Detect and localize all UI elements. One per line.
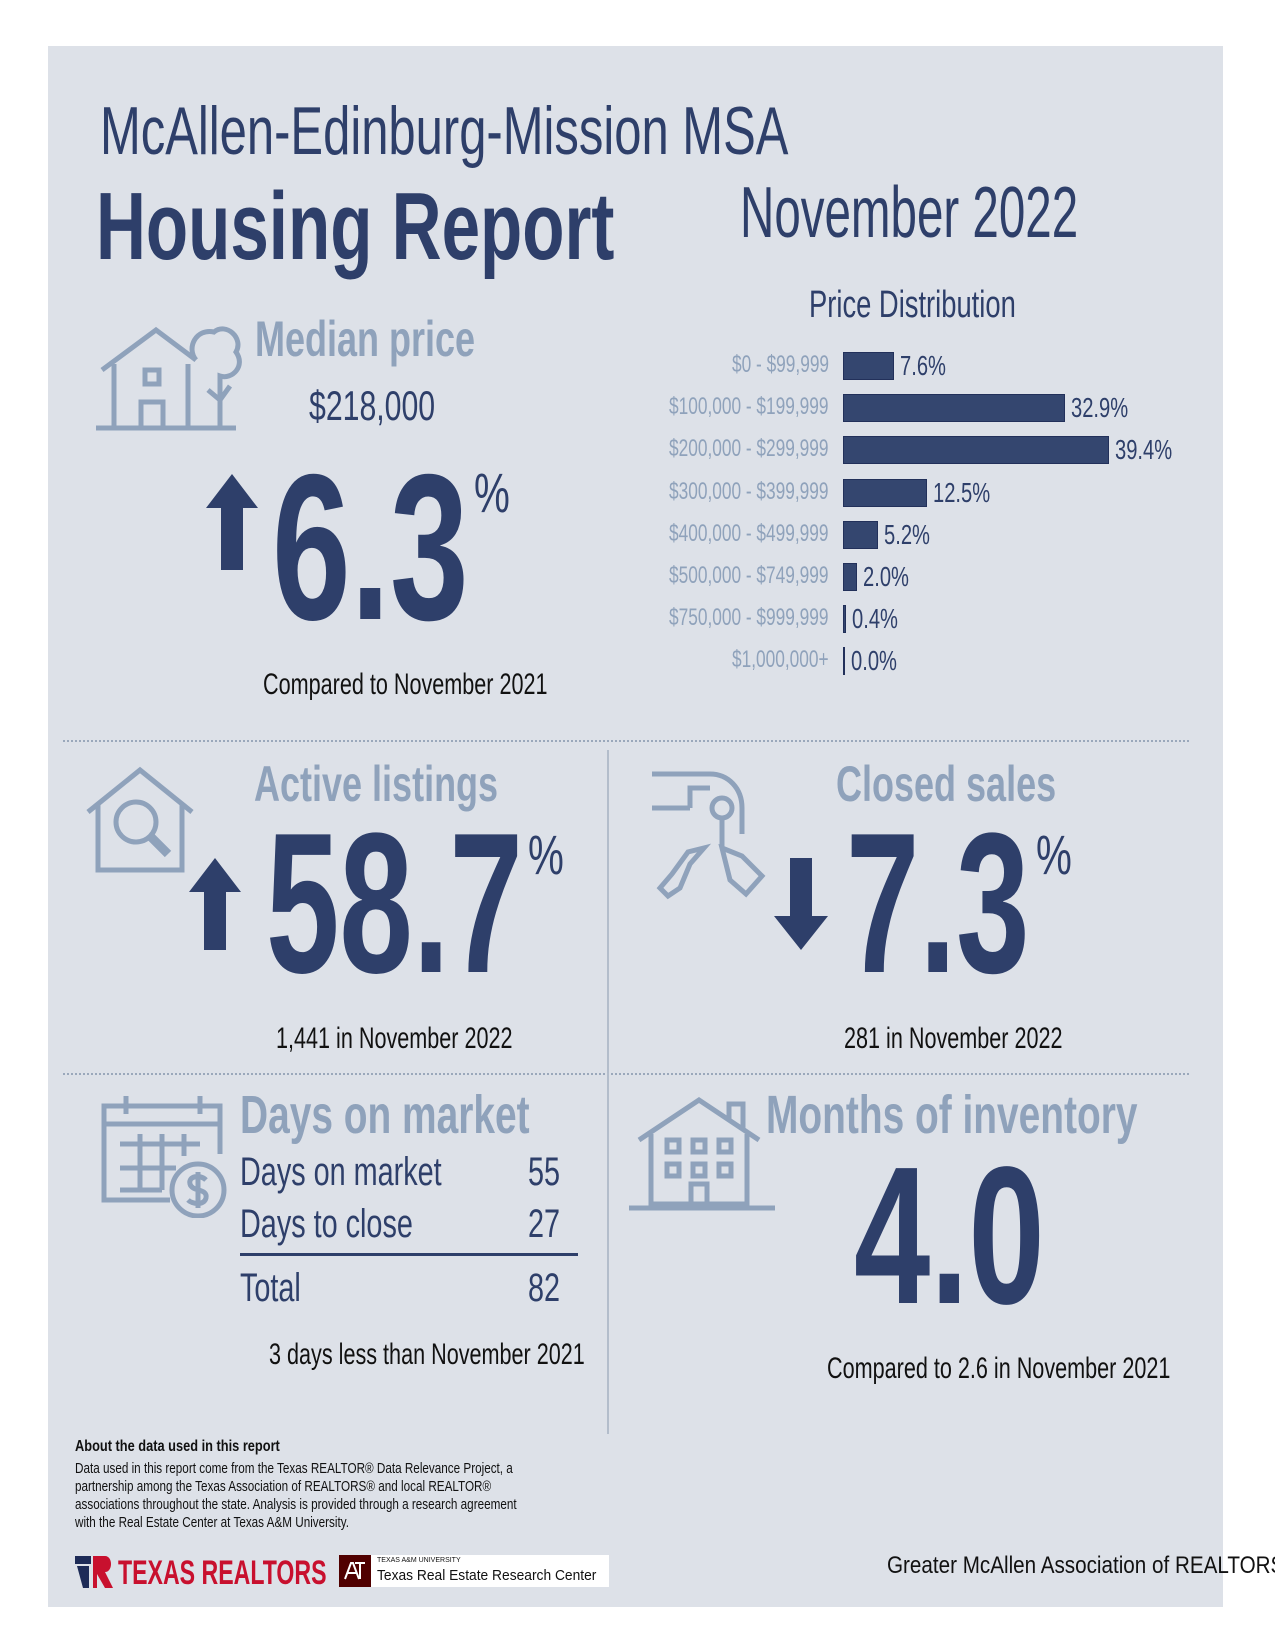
arrow-down-icon [774, 858, 828, 950]
house-search-icon [86, 766, 194, 873]
chart-value-label: 5.2% [884, 518, 931, 550]
divider [607, 750, 609, 1434]
chart-bar [843, 563, 857, 591]
total-divider [240, 1253, 578, 1256]
closed-sales-caption: 281 in November 2022 [844, 1022, 1064, 1055]
dom-row-value: 27 [527, 1202, 560, 1246]
active-listings-heading: Active listings [254, 756, 499, 812]
months-inventory-caption: Compared to 2.6 in November 2021 [826, 1352, 1171, 1385]
median-price-caption: Compared to November 2021 [263, 668, 548, 701]
active-listings-caption: 1,441 in November 2022 [275, 1022, 513, 1055]
active-listings-unit: % [528, 823, 564, 886]
chart-category-label: $200,000 - $299,999 [669, 435, 829, 463]
chart-value-label: 7.6% [900, 350, 947, 381]
chart-category-label: $100,000 - $199,999 [669, 393, 829, 421]
about-text: Data used in this report come from the T… [75, 1460, 517, 1531]
tamu-small-text: TEXAS A&M UNIVERSITY [377, 1557, 461, 1564]
median-price-unit: % [474, 461, 510, 524]
chart-category-label: $0 - $99,999 [731, 351, 829, 378]
chart-title: Price Distribution [808, 284, 1016, 326]
chart-value-label: 32.9% [1071, 392, 1129, 424]
chart-category-label: $1,000,000+ [732, 646, 829, 674]
chart-value-label: 0.4% [851, 603, 898, 635]
chart-value-label: 0.0% [851, 645, 897, 677]
page-title: Housing Report [96, 173, 615, 280]
chart-bar [843, 352, 895, 380]
days-on-market-heading: Days on market [240, 1085, 530, 1145]
closed-sales-change: 7.3 [846, 792, 1030, 1015]
texas-realtors-logo: TEXAS REALTORS [118, 1554, 327, 1592]
chart-category-label: $500,000 - $749,999 [669, 562, 829, 589]
chart-value-label: 2.0% [862, 561, 909, 592]
chart-bar [843, 520, 879, 549]
divider [63, 1073, 1189, 1075]
chart-bar [843, 647, 845, 676]
chart-bar [843, 436, 1109, 465]
arrow-up-icon [206, 474, 258, 570]
dom-row-label: Days on market [240, 1150, 442, 1194]
divider [63, 740, 1189, 742]
dom-row-label: Days to close [240, 1202, 413, 1246]
median-price-change: 6.3 [272, 432, 469, 664]
median-price-value: $218,000 [308, 382, 436, 429]
building-icon [629, 1096, 775, 1211]
closed-sales-heading: Closed sales [836, 756, 1057, 812]
report-period: November 2022 [740, 173, 1079, 253]
dom-row-value: 55 [527, 1150, 560, 1194]
chart-bar [843, 394, 1066, 423]
tamu-logo-icon [339, 1555, 371, 1587]
chart-category-label: $750,000 - $999,999 [669, 604, 829, 632]
chart-bar [843, 478, 928, 507]
house-tree-icon [96, 326, 242, 431]
chart-value-label: 12.5% [933, 476, 991, 508]
months-inventory-heading: Months of inventory [766, 1085, 1138, 1145]
months-inventory-value: 4.0 [854, 1126, 1045, 1345]
report-panel [48, 46, 1223, 1607]
calendar-dollar-icon [101, 1096, 227, 1218]
chart-category-label: $300,000 - $399,999 [669, 477, 829, 505]
about-heading: About the data used in this report [75, 1438, 280, 1455]
chart-category-label: $400,000 - $499,999 [669, 519, 829, 547]
dom-total-value: 82 [527, 1266, 560, 1310]
median-price-heading: Median price [255, 311, 476, 367]
association-name: Greater McAllen Association of REALTORS® [887, 1552, 1275, 1579]
hand-keys-icon [652, 771, 766, 900]
chart-bar [843, 605, 846, 634]
dom-total-label: Total [240, 1266, 301, 1310]
chart-value-label: 39.4% [1114, 434, 1173, 466]
days-on-market-caption: 3 days less than November 2021 [269, 1338, 586, 1371]
arrow-up-icon [189, 858, 241, 950]
tamu-name: Texas Real Estate Research Center [377, 1567, 597, 1584]
tamu-logo: TEXAS A&M UNIVERSITY Texas Real Estate R… [339, 1555, 609, 1587]
closed-sales-unit: % [1036, 823, 1072, 886]
active-listings-change: 58.7 [266, 792, 523, 1015]
texas-realtors-logo-icon [75, 1556, 113, 1588]
region-title: McAllen-Edinburg-Mission MSA [100, 93, 789, 169]
